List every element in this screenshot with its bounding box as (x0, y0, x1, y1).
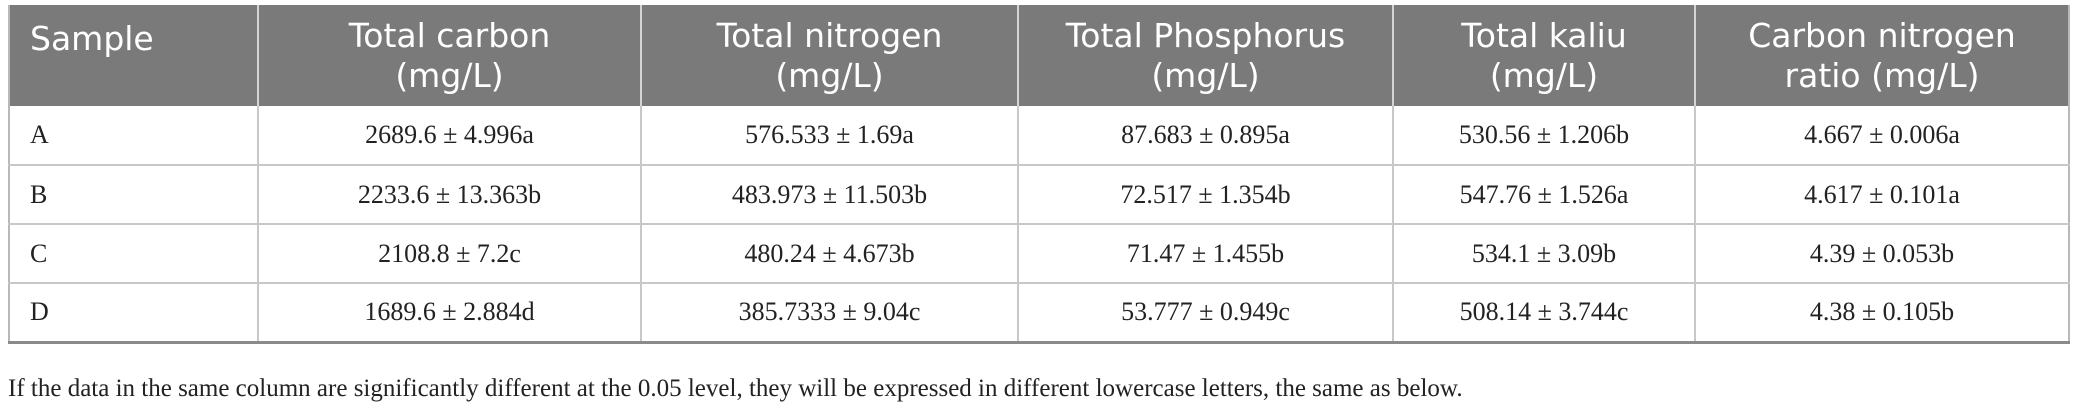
cell-total-phosphorus: 71.47 ± 1.455b (1018, 224, 1394, 284)
table-header: Sample Total carbon (mg/L) Total nitroge… (9, 5, 2069, 106)
cell-sample: C (9, 224, 259, 284)
table-row: C 2108.8 ± 7.2c 480.24 ± 4.673b 71.47 ± … (9, 224, 2069, 284)
header-total-kaliu-line1: Total kaliu (1461, 15, 1627, 55)
header-total-phosphorus-line2: (mg/L) (1151, 55, 1260, 95)
cell-sample: B (9, 165, 259, 225)
cell-cn-ratio: 4.667 ± 0.006a (1695, 106, 2069, 166)
header-total-carbon-line2: (mg/L) (395, 55, 504, 95)
table-footnote: If the data in the same column are signi… (8, 375, 1463, 402)
header-total-nitrogen-line2: (mg/L) (775, 55, 884, 95)
header-cn-ratio: Carbon nitrogen ratio (mg/L) (1695, 5, 2069, 106)
header-total-carbon: Total carbon (mg/L) (258, 5, 642, 106)
cell-total-carbon: 2108.8 ± 7.2c (258, 224, 642, 284)
table-row: D 1689.6 ± 2.884d 385.7333 ± 9.04c 53.77… (9, 283, 2069, 344)
header-total-phosphorus: Total Phosphorus (mg/L) (1018, 5, 1394, 106)
header-total-nitrogen: Total nitrogen (mg/L) (641, 5, 1019, 106)
header-cn-ratio-line1: Carbon nitrogen (1748, 15, 2016, 55)
cell-total-carbon: 2689.6 ± 4.996a (258, 106, 642, 166)
cell-total-carbon: 2233.6 ± 13.363b (258, 165, 642, 225)
data-table: Sample Total carbon (mg/L) Total nitroge… (8, 5, 2070, 344)
header-total-nitrogen-line1: Total nitrogen (716, 15, 943, 55)
header-total-phosphorus-line1: Total Phosphorus (1065, 15, 1346, 55)
cell-total-nitrogen: 385.7333 ± 9.04c (641, 283, 1019, 344)
cell-total-nitrogen: 480.24 ± 4.673b (641, 224, 1019, 284)
cell-total-kaliu: 547.76 ± 1.526a (1393, 165, 1696, 225)
cell-cn-ratio: 4.39 ± 0.053b (1695, 224, 2069, 284)
cell-total-kaliu: 508.14 ± 3.744c (1393, 283, 1696, 344)
header-sample: Sample (9, 5, 259, 106)
cell-total-nitrogen: 576.533 ± 1.69a (641, 106, 1019, 166)
header-total-carbon-line1: Total carbon (348, 15, 551, 55)
cell-total-kaliu: 530.56 ± 1.206b (1393, 106, 1696, 166)
cell-total-nitrogen: 483.973 ± 11.503b (641, 165, 1019, 225)
cell-total-phosphorus: 72.517 ± 1.354b (1018, 165, 1394, 225)
table-row: B 2233.6 ± 13.363b 483.973 ± 11.503b 72.… (9, 165, 2069, 225)
cell-sample: A (9, 106, 259, 166)
table-body: A 2689.6 ± 4.996a 576.533 ± 1.69a 87.683… (9, 106, 2069, 344)
table-row: A 2689.6 ± 4.996a 576.533 ± 1.69a 87.683… (9, 106, 2069, 166)
table-container: Sample Total carbon (mg/L) Total nitroge… (8, 5, 2070, 344)
header-total-kaliu-line2: (mg/L) (1489, 55, 1599, 95)
cell-cn-ratio: 4.617 ± 0.101a (1695, 165, 2069, 225)
header-row: Sample Total carbon (mg/L) Total nitroge… (9, 5, 2069, 106)
cell-total-carbon: 1689.6 ± 2.884d (258, 283, 642, 344)
cell-sample: D (9, 283, 259, 344)
cell-cn-ratio: 4.38 ± 0.105b (1695, 283, 2069, 344)
cell-total-phosphorus: 87.683 ± 0.895a (1018, 106, 1394, 166)
cell-total-phosphorus: 53.777 ± 0.949c (1018, 283, 1394, 344)
header-sample-label: Sample (30, 19, 154, 58)
cell-total-kaliu: 534.1 ± 3.09b (1393, 224, 1696, 284)
header-cn-ratio-line2: ratio (mg/L) (1784, 55, 1980, 95)
header-total-kaliu: Total kaliu (mg/L) (1393, 5, 1696, 106)
